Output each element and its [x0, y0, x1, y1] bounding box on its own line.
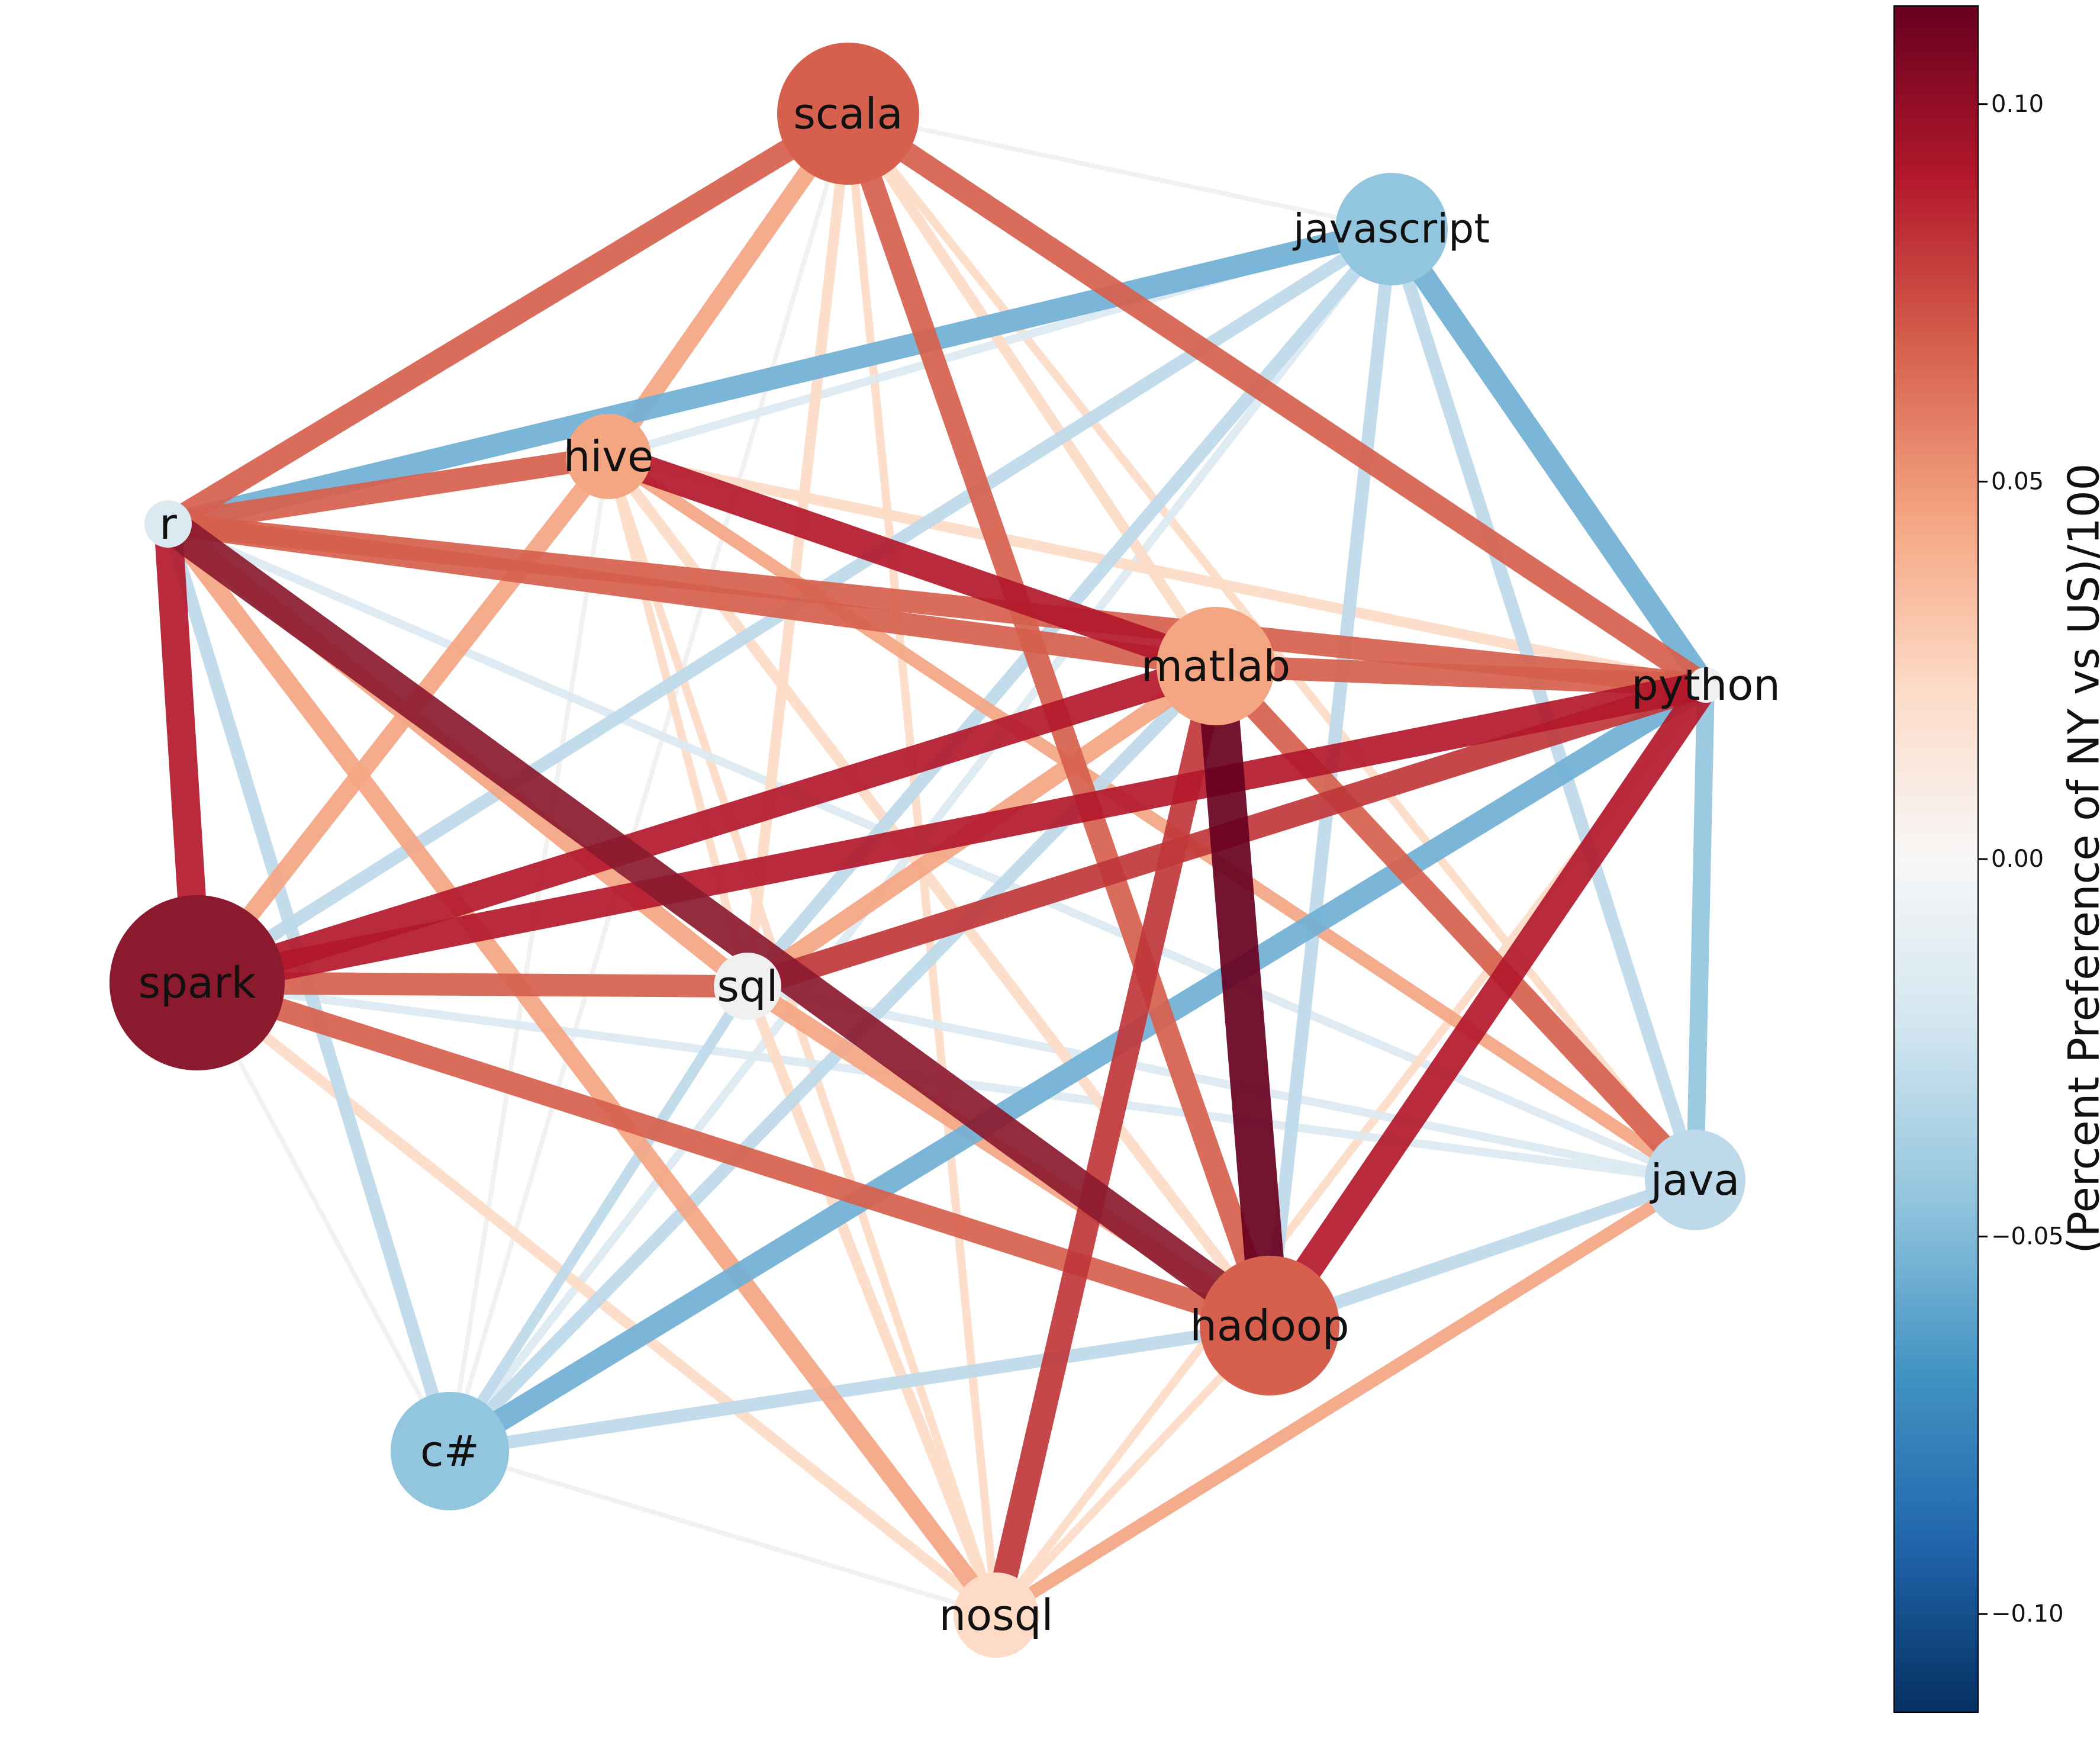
node-circle-javascript: [1335, 173, 1448, 285]
edge-hive-java: [604, 451, 1699, 1186]
edge-spark-csharp: [195, 982, 452, 1452]
edge-r-nosql: [161, 518, 1003, 1621]
colorbar-tick-label: 0.10: [1991, 91, 2044, 118]
node-python[interactable]: python: [1631, 660, 1780, 710]
node-r[interactable]: r: [144, 499, 192, 549]
node-label-javascript: javascript: [1292, 206, 1490, 253]
edge-javascript-r: [165, 218, 1394, 535]
node-label-matlab: matlab: [1141, 641, 1290, 691]
node-circle-python: [1688, 667, 1724, 703]
node-label-spark: spark: [139, 958, 256, 1008]
colorbar-tick-label: −0.10: [1991, 1600, 2064, 1628]
node-label-scala: scala: [793, 89, 903, 139]
edge-python-csharp: [444, 675, 1712, 1461]
edge-python-hadoop: [1258, 677, 1718, 1334]
colorbar-tick-label: 0.00: [1991, 845, 2044, 873]
node-circle-scala: [777, 43, 919, 185]
node-label-csharp: c#: [420, 1426, 479, 1476]
edge-scala-python: [842, 104, 1712, 694]
colorbar: 0.10 0.05 0.00 −0.05 −0.10 (Percent Preferen…: [1893, 5, 2100, 1713]
edge-hive-sql: [604, 455, 752, 988]
node-scala[interactable]: scala: [777, 43, 919, 185]
colorbar-tick-label: −0.05: [1991, 1223, 2064, 1250]
node-circle-hadoop: [1200, 1256, 1339, 1395]
node-circle-csharp: [391, 1392, 509, 1510]
edge-spark-hadoop: [194, 972, 1273, 1337]
edge-hive-matlab: [604, 443, 1220, 680]
node-matlab[interactable]: matlab: [1141, 607, 1290, 725]
node-label-java: java: [1650, 1155, 1740, 1205]
node-label-r: r: [159, 499, 177, 549]
node-javascript[interactable]: javascript: [1292, 173, 1490, 285]
edge-r-hadoop: [157, 510, 1280, 1340]
node-nosql[interactable]: nosql: [939, 1572, 1054, 1658]
colorbar-tick-label: 0.05: [1991, 468, 2044, 495]
edge-java-hadoop: [1267, 1173, 1698, 1332]
edge-scala-sql: [742, 112, 853, 988]
node-hive[interactable]: hive: [563, 414, 654, 499]
edge-r-python: [167, 513, 1707, 696]
edge-matlab-spark: [192, 652, 1220, 996]
edge-hive-csharp: [447, 456, 611, 1452]
edge-python-spark: [194, 671, 1709, 997]
node-label-hive: hive: [563, 432, 654, 481]
colorbar-label: (Percent Preference of NY vs US)/100: [2059, 464, 2100, 1254]
node-label-sql: sql: [717, 961, 778, 1011]
colorbar-bar: [1893, 5, 1979, 1713]
edge-sql-java: [746, 982, 1696, 1184]
node-circle-matlab: [1157, 607, 1275, 725]
edge-matlab-python: [1215, 655, 1706, 696]
edge-scala-javascript: [848, 111, 1392, 231]
edge-hive-nosql: [604, 455, 1000, 1617]
edge-javascript-python: [1382, 223, 1715, 692]
edge-python-java: [1686, 684, 1715, 1181]
node-hadoop[interactable]: hadoop: [1190, 1256, 1349, 1395]
edge-scala-matlab: [843, 111, 1220, 669]
node-circle-java: [1645, 1130, 1745, 1230]
node-label-python: python: [1631, 660, 1780, 710]
edge-hive-r: [166, 445, 610, 535]
nodes-layer: scala javascript hive r matlab python spark sql…: [109, 43, 1780, 1658]
node-sql[interactable]: sql: [714, 953, 781, 1020]
node-circle-sql: [714, 953, 781, 1020]
edge-sql-nosql: [742, 984, 1001, 1617]
edge-spark-sql: [197, 972, 748, 998]
edge-scala-csharp: [447, 112, 851, 1452]
edge-sql-csharp: [445, 983, 752, 1454]
edge-matlab-nosql: [984, 663, 1228, 1618]
node-csharp[interactable]: c#: [391, 1392, 509, 1510]
node-circle-r: [144, 500, 192, 548]
node-spark[interactable]: spark: [109, 895, 285, 1070]
edge-csharp-nosql: [449, 1449, 997, 1617]
node-circle-hive: [566, 414, 651, 499]
node-circle-nosql: [954, 1572, 1039, 1658]
edge-java-nosql: [993, 1174, 1699, 1621]
node-label-hadoop: hadoop: [1190, 1301, 1349, 1350]
edge-hadoop-csharp: [449, 1319, 1271, 1458]
edges-layer: [154, 104, 1718, 1621]
edge-scala-r: [162, 104, 854, 534]
edge-matlab-hadoop: [1196, 664, 1289, 1327]
colorbar-ticks: 0.10 0.05 0.00 −0.05 −0.10: [1978, 91, 2064, 1628]
node-circle-spark: [109, 895, 285, 1070]
node-label-nosql: nosql: [939, 1590, 1054, 1640]
node-java[interactable]: java: [1645, 1130, 1745, 1230]
